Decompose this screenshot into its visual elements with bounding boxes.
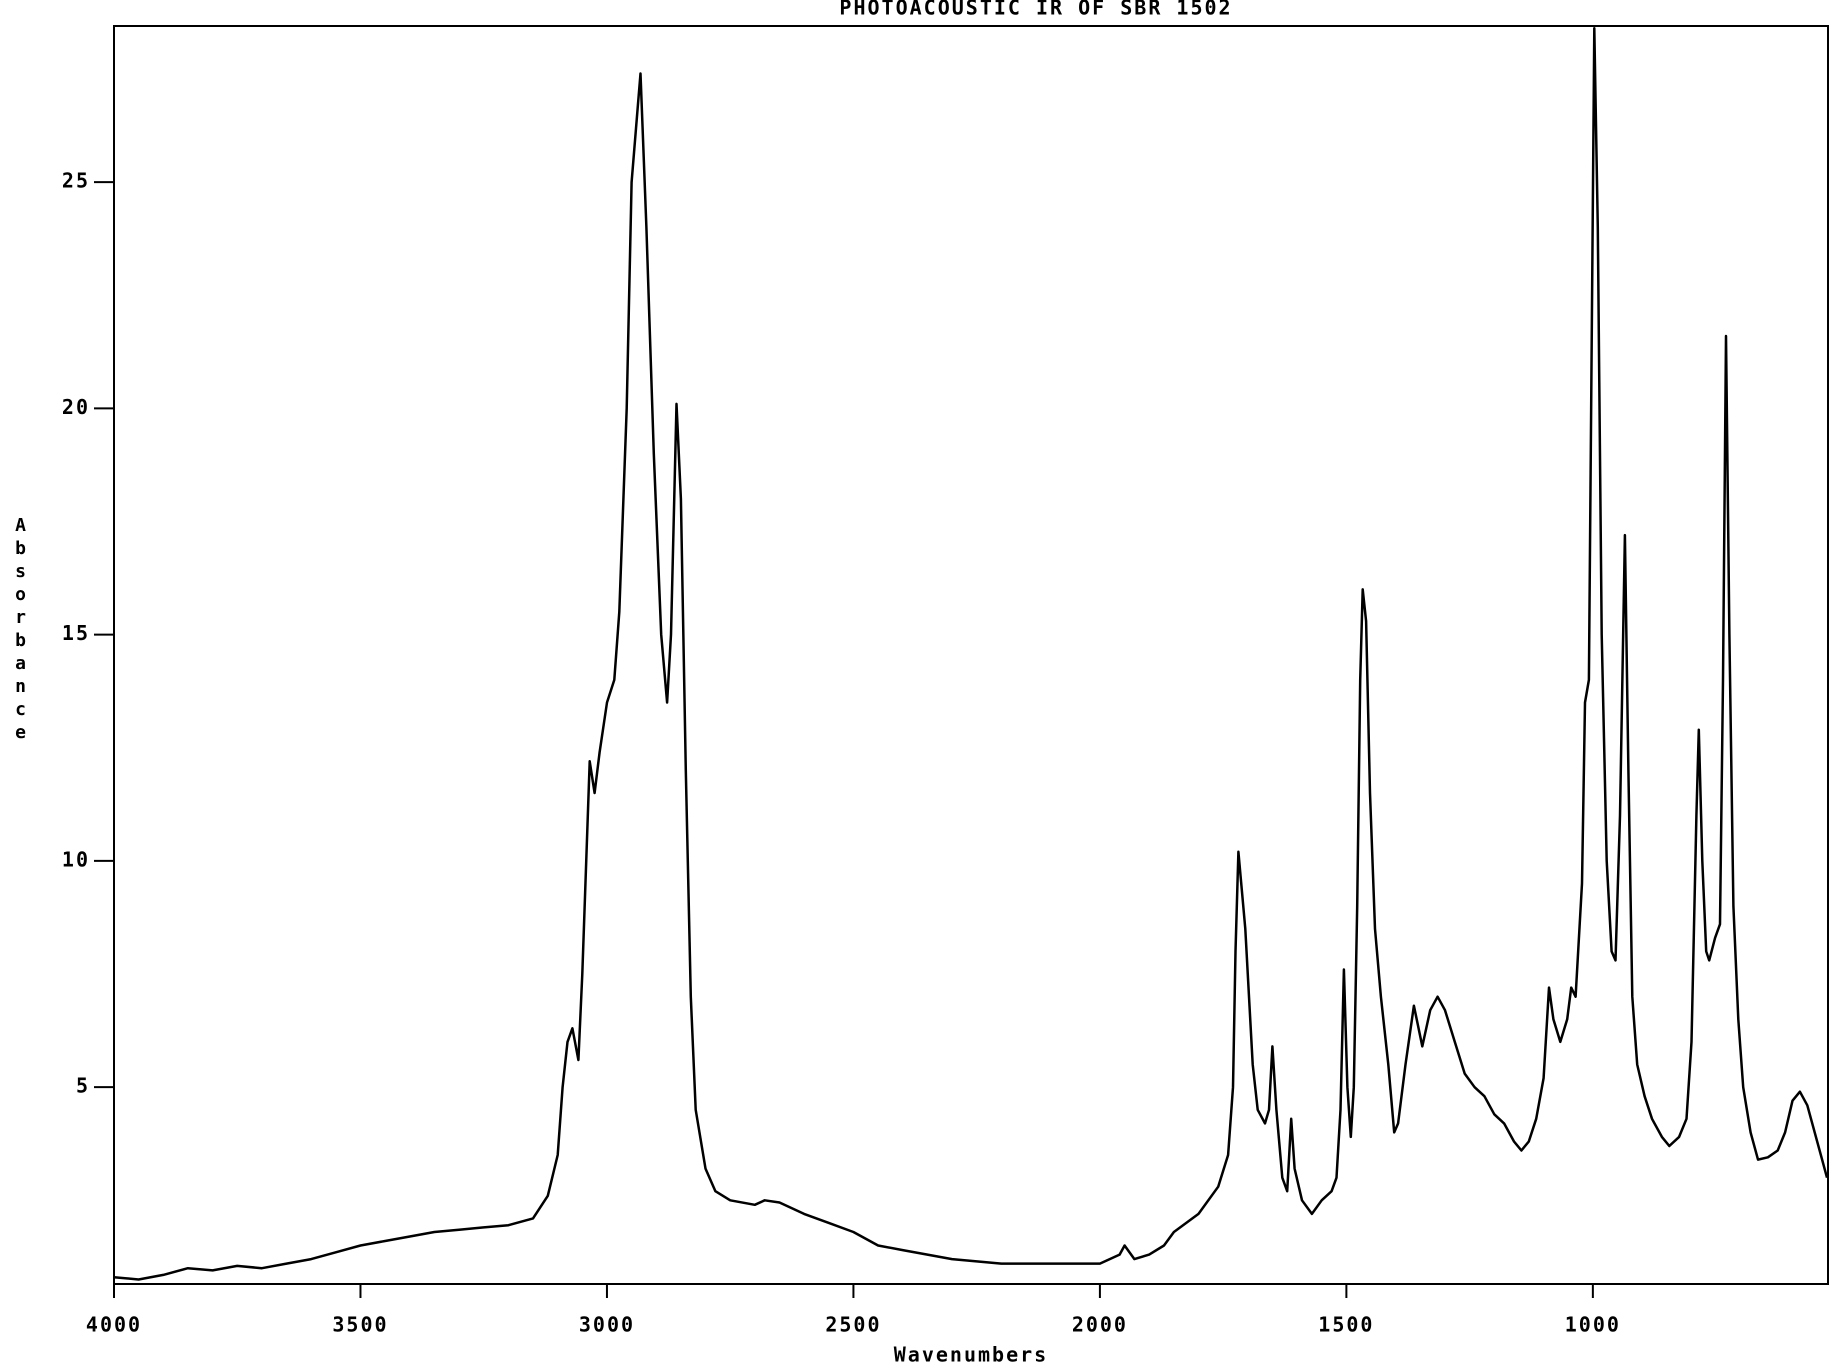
x-tick-label: 4000 bbox=[86, 1313, 142, 1337]
plot-frame bbox=[113, 25, 1829, 1285]
y-tick-label: 10 bbox=[62, 847, 90, 871]
x-tick-label: 3000 bbox=[579, 1313, 635, 1337]
y-tick-label: 20 bbox=[62, 395, 90, 419]
y-tick-label: 25 bbox=[62, 169, 90, 193]
x-tick-label: 2500 bbox=[825, 1313, 881, 1337]
x-tick-label: 3500 bbox=[332, 1313, 388, 1337]
x-tick-label: 1000 bbox=[1565, 1313, 1621, 1337]
y-axis-label: Absorbance bbox=[10, 515, 31, 745]
x-tick-label: 1500 bbox=[1318, 1313, 1374, 1337]
x-tick-label: 2000 bbox=[1072, 1313, 1128, 1337]
x-axis-label: Wavenumbers bbox=[894, 1343, 1048, 1367]
y-tick-label: 15 bbox=[62, 621, 90, 645]
spectrum-line bbox=[113, 27, 1829, 1281]
chart-title: PHOTOACOUSTIC IR OF SBR 1502 bbox=[839, 0, 1232, 20]
y-tick-label: 5 bbox=[76, 1074, 90, 1098]
